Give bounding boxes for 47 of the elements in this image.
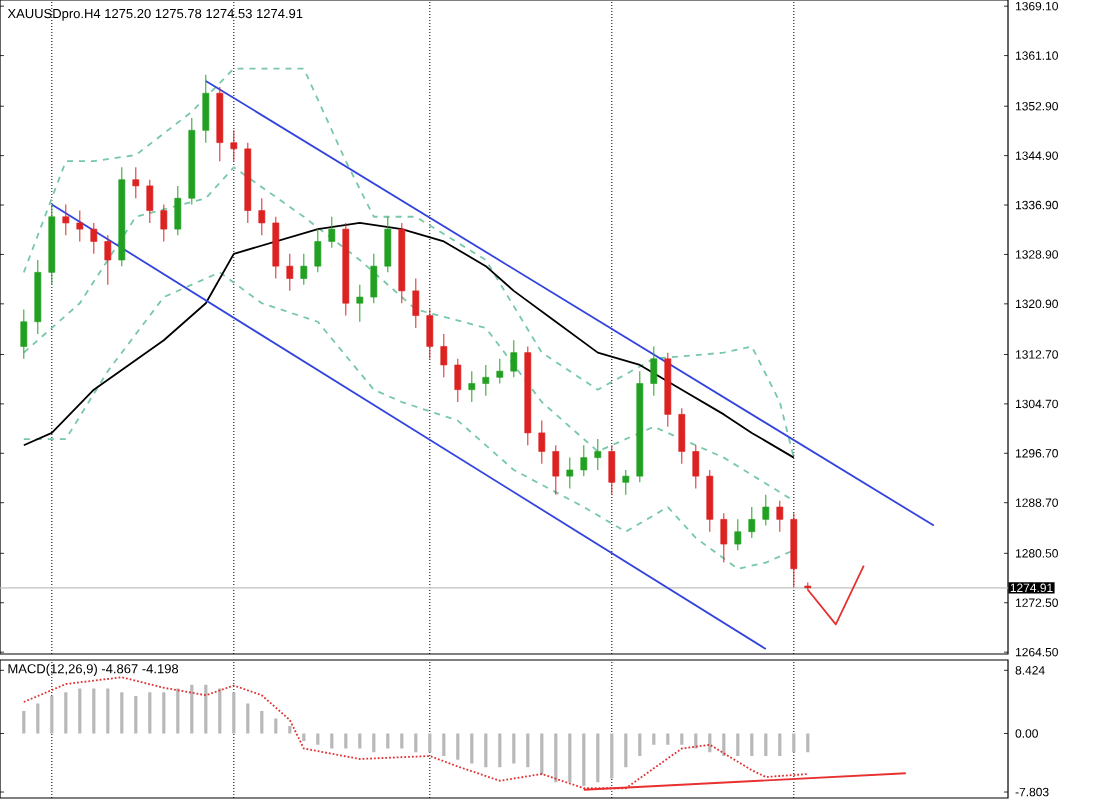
- line-series: [22, 67, 795, 459]
- candlestick: [370, 253, 378, 304]
- candlestick: [496, 358, 504, 385]
- candlestick: [356, 284, 364, 323]
- line-series: [22, 166, 795, 502]
- candlestick: [62, 203, 70, 236]
- candlestick: [132, 166, 140, 199]
- candlestick: [272, 216, 280, 280]
- candlestick: [510, 339, 518, 378]
- candlestick: [412, 278, 420, 329]
- candlestick: [692, 444, 700, 489]
- candlestick: [538, 420, 546, 465]
- candlestick: [482, 364, 490, 397]
- candlestick: [286, 253, 294, 292]
- candlestick: [328, 216, 336, 249]
- candlestick: [678, 407, 686, 465]
- candlestick: [608, 444, 616, 496]
- candlestick: [174, 185, 182, 236]
- candlestick: [426, 308, 434, 360]
- candlestick: [440, 333, 448, 378]
- candlestick: [622, 469, 630, 496]
- candlestick: [748, 506, 756, 539]
- candlestick: [776, 500, 784, 533]
- candlestick: [76, 210, 84, 242]
- candlestick: [20, 308, 28, 360]
- candlestick: [734, 518, 742, 551]
- candlestick: [454, 358, 462, 403]
- candlestick: [104, 234, 112, 286]
- candlestick: [650, 345, 658, 397]
- line-series: [22, 271, 795, 570]
- candlestick: [300, 253, 308, 286]
- candlestick: [230, 129, 238, 162]
- candlestick: [720, 512, 728, 564]
- candlestick: [258, 197, 266, 236]
- candlestick: [384, 216, 392, 273]
- candlestick: [146, 179, 154, 224]
- candlestick: [468, 370, 476, 403]
- candlestick: [90, 222, 98, 255]
- candlestick: [706, 469, 714, 533]
- candlestick: [566, 457, 574, 489]
- candlestick: [314, 228, 322, 273]
- candlestick: [580, 444, 588, 477]
- candlestick: [202, 74, 210, 144]
- candlestick: [552, 444, 560, 496]
- candlestick: [762, 494, 770, 527]
- candlestick: [160, 203, 168, 242]
- candlestick: [594, 438, 602, 471]
